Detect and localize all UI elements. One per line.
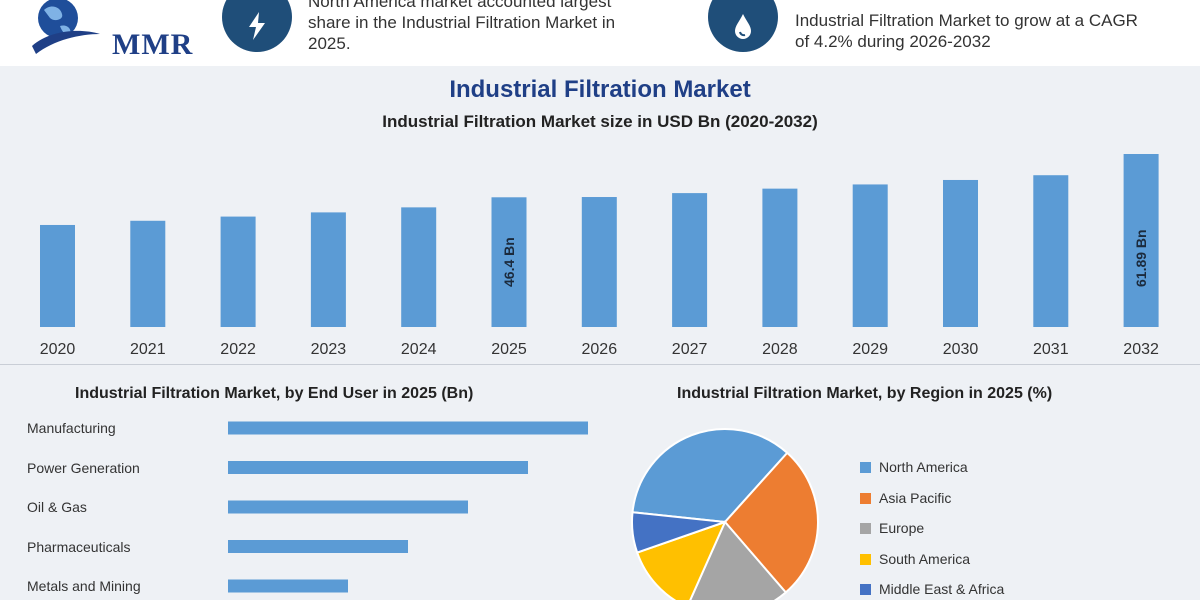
legend-swatch (860, 553, 871, 565)
x-tick-label: 2029 (852, 341, 888, 358)
end-user-label: Power Generation (27, 459, 140, 476)
x-tick-label: 2023 (311, 341, 347, 358)
end-user-bar-chart (228, 421, 588, 593)
legend-swatch (860, 462, 871, 473)
bar-2030 (943, 179, 978, 327)
stat-left-line3: 2025. (308, 34, 351, 53)
x-tick-label: 2030 (943, 341, 979, 358)
end-user-bar (228, 421, 588, 435)
section-divider (0, 364, 1200, 365)
header-band (0, 0, 1200, 66)
legend-item: North America (860, 459, 968, 477)
bar-2021 (130, 220, 166, 327)
x-tick-label: 2025 (491, 341, 527, 358)
mmr-logo: MMR (24, 0, 194, 64)
legend-swatch (860, 584, 871, 595)
bar-2032 (1123, 154, 1159, 327)
x-tick-label: 2027 (672, 341, 708, 358)
globe-icon (32, 0, 100, 54)
bar-2023 (310, 212, 346, 327)
x-tick-label: 2028 (762, 341, 798, 358)
legend-label: South America (879, 550, 971, 567)
x-tick-label: 2024 (401, 341, 437, 358)
end-user-label: Oil & Gas (27, 499, 87, 515)
stat-left-text: North America market accounted largest s… (308, 0, 615, 54)
x-tick-label: 2020 (40, 341, 76, 358)
water-drop-icon (735, 14, 751, 39)
end-user-label: Metals and Mining (27, 578, 141, 594)
legend-label: North America (879, 459, 968, 475)
logo-text: MMR (112, 28, 194, 61)
stat-right-line1: Industrial Filtration Market to grow at … (795, 11, 1138, 30)
stat-right-text: Industrial Filtration Market to grow at … (795, 10, 1138, 52)
legend-label: Europe (879, 520, 925, 536)
bar-2029 (852, 184, 888, 327)
legend-swatch (860, 523, 871, 534)
legend-item: Asia Pacific (860, 490, 951, 508)
x-tick-label: 2032 (1123, 341, 1159, 358)
x-tick-label: 2031 (1033, 341, 1069, 358)
market-size-bar-chart: 2020 2021 2022 2023 2024 2025 2026 2027 2028 2029… (40, 154, 1159, 358)
legend-item: South America (860, 551, 970, 569)
x-tick-label: 2022 (220, 341, 256, 358)
end-user-chart-title: Industrial Filtration Market, by End Use… (75, 385, 474, 402)
end-user-label: Manufacturing (27, 420, 116, 436)
bar-2020 (40, 224, 75, 327)
pie-slice (631, 428, 789, 524)
end-user-bar (228, 540, 408, 553)
bar-2026 (581, 197, 617, 327)
pie-slice (689, 520, 788, 600)
lightning-icon (249, 12, 265, 40)
region-chart-title: Industrial Filtration Market, by Region … (677, 385, 1053, 402)
stat-left-line1: North America market accounted largest (308, 0, 612, 11)
x-tick-label: 2026 (582, 341, 618, 358)
stat-right-line2: of 4.2% during 2026-2032 (795, 32, 991, 51)
legend-item: Europe (860, 520, 924, 538)
bar-2022 (220, 216, 256, 327)
bar-2025 (491, 197, 527, 327)
legend-item: Middle East & Africa (860, 581, 1004, 599)
bar-2028 (762, 188, 798, 327)
pie-slice (635, 520, 727, 600)
x-tick-label: 2021 (130, 341, 166, 358)
bar-data-label: 61.89 Bn (1133, 229, 1149, 287)
bar-2024 (401, 207, 437, 327)
end-user-bar (228, 461, 528, 474)
legend-label: Middle East & Africa (879, 581, 1005, 597)
page-title: Industrial Filtration Market (449, 76, 751, 103)
legend-swatch (860, 492, 871, 504)
region-pie-chart (631, 428, 819, 600)
end-user-bar (228, 579, 348, 593)
bar-data-label: 46.4 Bn (501, 237, 517, 287)
legend-label: Asia Pacific (879, 489, 952, 506)
bar-2031 (1033, 175, 1069, 327)
market-size-chart-title: Industrial Filtration Market size in USD… (382, 112, 818, 131)
stat-left-line2: share in the Industrial Filtration Marke… (308, 13, 616, 32)
end-user-label: Pharmaceuticals (27, 538, 131, 555)
pie-slice (723, 451, 819, 594)
end-user-bar (228, 500, 468, 514)
bar-2027 (672, 193, 708, 327)
pie-slice (631, 511, 726, 554)
